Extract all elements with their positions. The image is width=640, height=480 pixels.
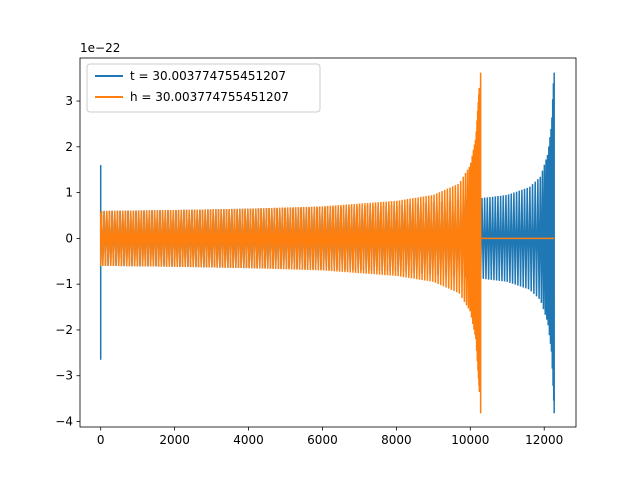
y-tick-label: 1 bbox=[65, 186, 73, 200]
y-tick-label: −3 bbox=[55, 369, 73, 383]
y-tick-label: 0 bbox=[65, 231, 73, 245]
x-tick-label: 0 bbox=[97, 433, 105, 447]
legend: t = 30.003774755451207 h = 30.0037747554… bbox=[87, 64, 320, 112]
y-tick-label: 3 bbox=[65, 94, 73, 108]
y-tick-label: −1 bbox=[55, 277, 73, 291]
y-tick-label: 2 bbox=[65, 140, 73, 154]
x-tick-label: 8000 bbox=[381, 433, 412, 447]
y-tick-label: −4 bbox=[55, 415, 73, 429]
legend-label-h: h = 30.003774755451207 bbox=[130, 90, 289, 104]
y-tick-label: −2 bbox=[55, 323, 73, 337]
x-tick-label: 10000 bbox=[451, 433, 489, 447]
x-tick-label: 4000 bbox=[233, 433, 264, 447]
x-tick-label: 6000 bbox=[307, 433, 338, 447]
x-tick-label: 2000 bbox=[159, 433, 190, 447]
y-offset-label: 1e−22 bbox=[80, 41, 120, 55]
x-tick-label: 12000 bbox=[525, 433, 563, 447]
legend-label-t: t = 30.003774755451207 bbox=[130, 69, 286, 83]
